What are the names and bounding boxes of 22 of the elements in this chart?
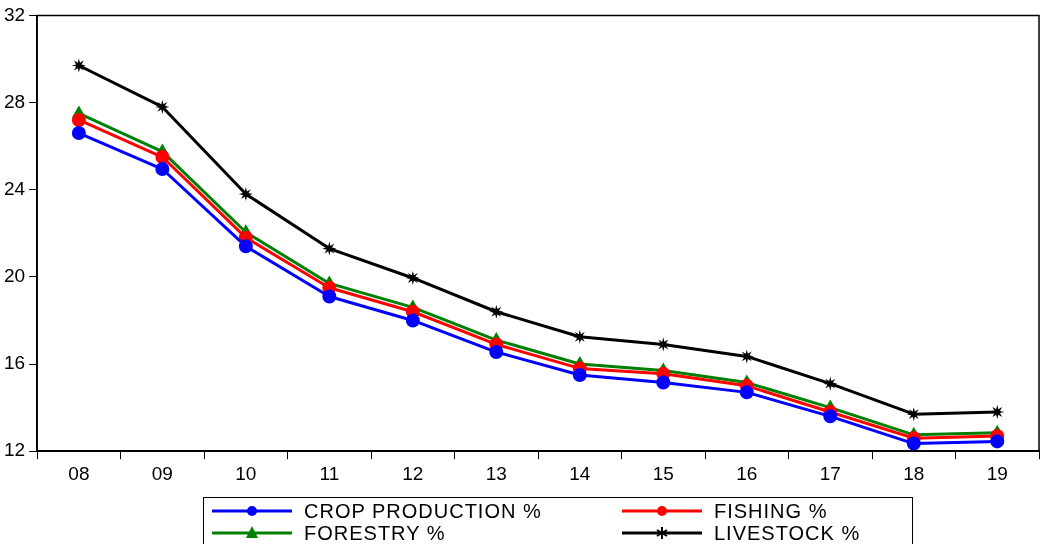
y-tick-label: 24 (3, 177, 26, 199)
y-tick-label: 12 (3, 439, 26, 461)
x-tick-label: 10 (235, 462, 257, 484)
y-tick-label: 16 (3, 352, 26, 374)
legend-label: FORESTRY % (304, 521, 446, 545)
x-tick-label: 11 (319, 462, 340, 484)
x-tick-label: 19 (986, 462, 1008, 484)
x-tick-label: 08 (68, 462, 90, 484)
x-tick-label: 15 (652, 462, 674, 484)
legend-label: LIVESTOCK % (714, 521, 861, 545)
x-tick-label: 13 (485, 462, 507, 484)
x-tick-label: 09 (151, 462, 173, 484)
y-tick-label: 32 (3, 3, 26, 25)
x-tick-label: 16 (736, 462, 758, 484)
x-tick-label: 12 (402, 462, 424, 484)
x-tick-label: 17 (819, 462, 841, 484)
y-tick-label: 20 (3, 265, 26, 287)
x-tick-label: 14 (569, 462, 591, 484)
y-tick-label: 28 (3, 90, 26, 112)
legend-label: CROP PRODUCTION % (304, 499, 542, 523)
x-tick-label: 18 (903, 462, 925, 484)
legend-label: FISHING % (714, 499, 828, 523)
